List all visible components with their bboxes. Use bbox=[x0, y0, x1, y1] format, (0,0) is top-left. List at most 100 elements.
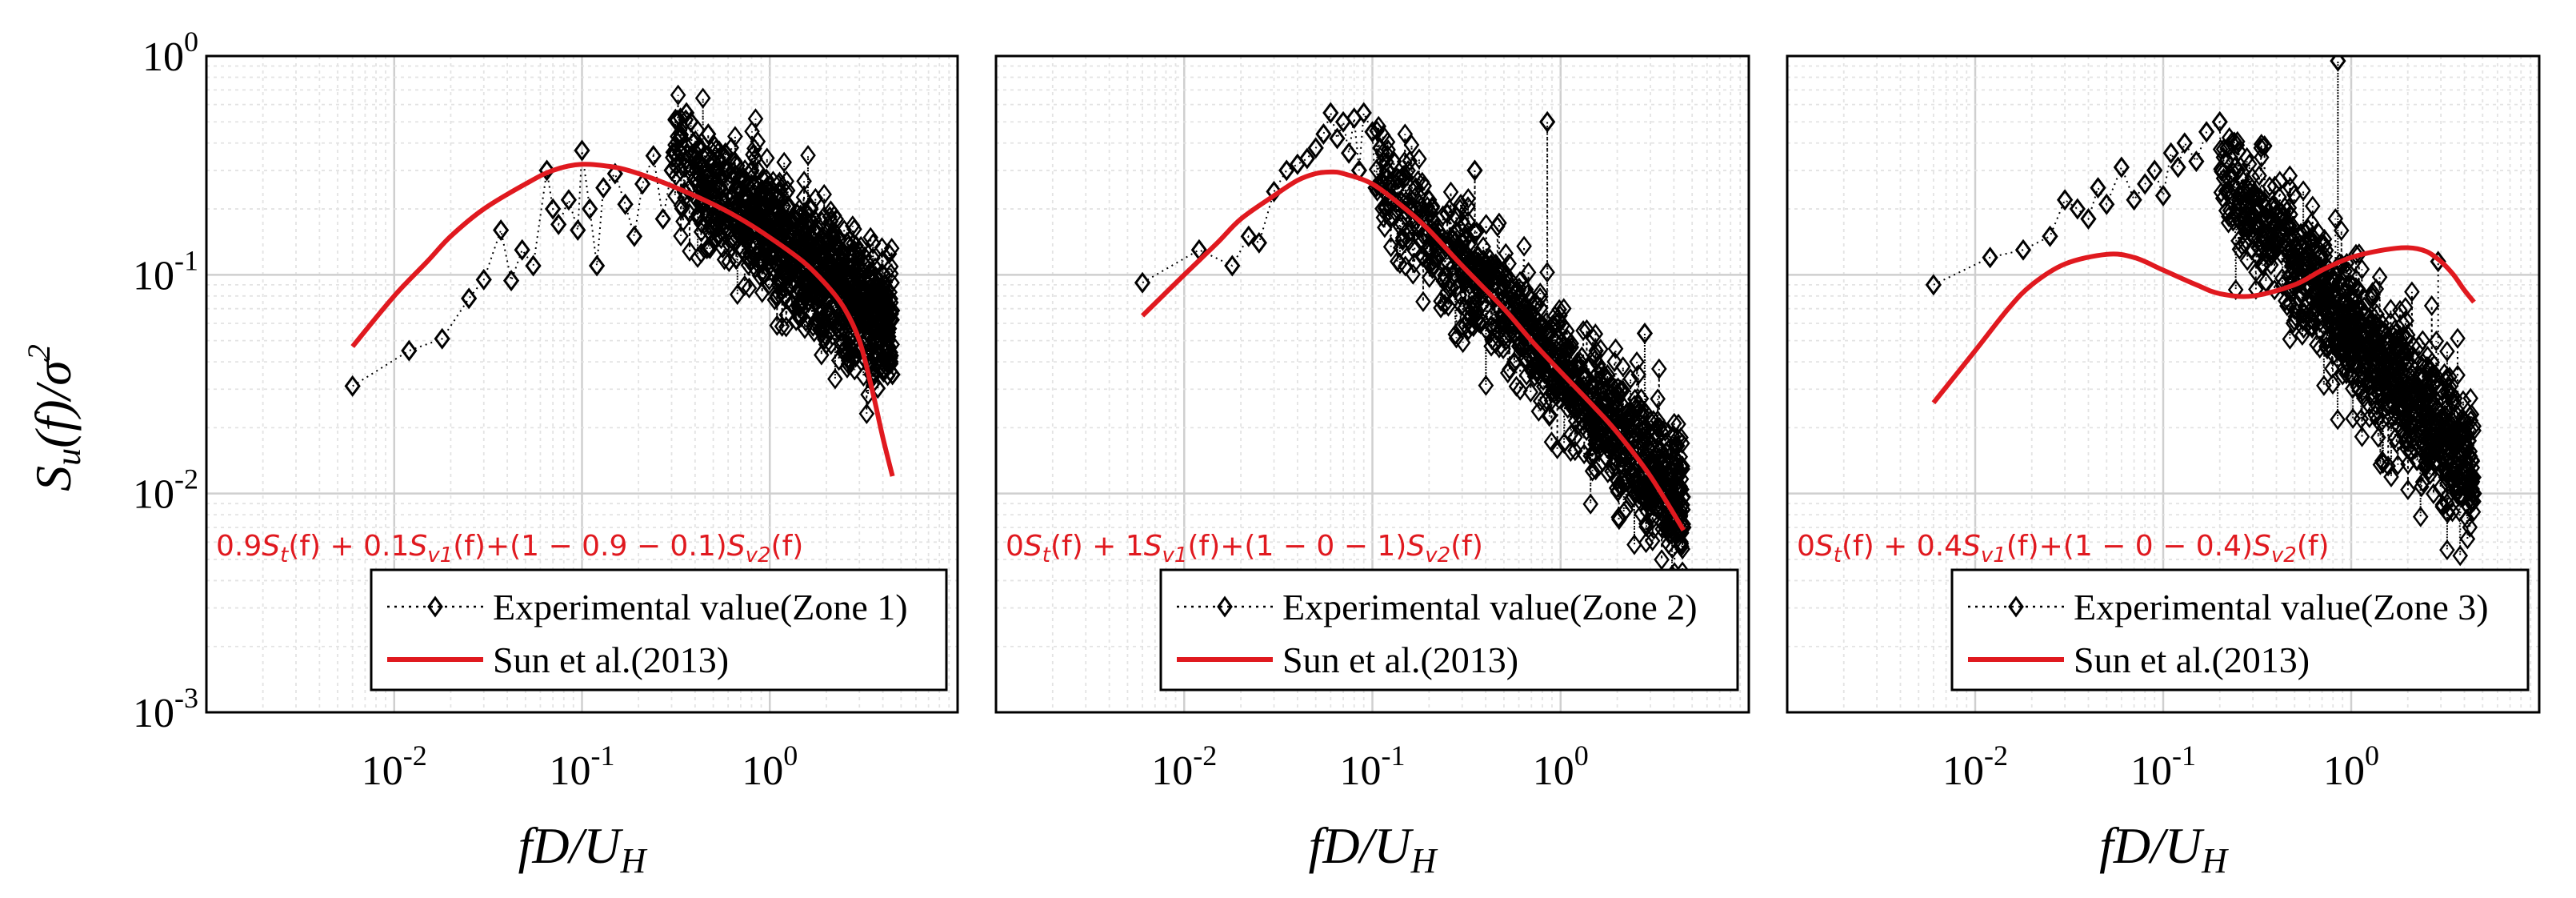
experimental-point bbox=[1478, 255, 1494, 277]
experimental-point bbox=[1925, 274, 1942, 296]
panel-3-frame bbox=[1786, 54, 2541, 714]
experimental-point bbox=[1532, 297, 1549, 319]
formula-2-sub3: v2 bbox=[1425, 543, 1450, 567]
experimental-point bbox=[588, 255, 606, 277]
model-curve-sun-2013 bbox=[1931, 245, 2476, 405]
experimental-point bbox=[747, 108, 764, 130]
experimental-point bbox=[1654, 549, 1670, 571]
formula-3-s2: S bbox=[1962, 530, 1981, 563]
formula-3-s1: S bbox=[1815, 530, 1834, 563]
formula-2-sub2: v1 bbox=[1162, 543, 1188, 567]
panel-2-legend-box bbox=[1159, 568, 1739, 692]
experimental-point bbox=[1552, 305, 1568, 327]
experimental-point bbox=[1466, 159, 1483, 182]
experimental-point bbox=[2282, 165, 2298, 186]
panel-2-x-title-sub: H bbox=[1410, 841, 1438, 880]
experimental-point bbox=[582, 198, 598, 220]
x-tick-label: 10-1 bbox=[1340, 740, 1406, 794]
experimental-point bbox=[2440, 484, 2457, 507]
experimental-point bbox=[461, 287, 478, 310]
experimental-point bbox=[1600, 427, 1617, 449]
experimental-point bbox=[1630, 363, 1646, 386]
experimental-point bbox=[827, 368, 843, 390]
panel-1-x-axis-title: fD/UH bbox=[518, 817, 648, 880]
experimental-point bbox=[1530, 400, 1547, 423]
experimental-point bbox=[822, 210, 839, 232]
experimental-point bbox=[2198, 121, 2215, 143]
experimental-point bbox=[1575, 320, 1591, 342]
experimental-point bbox=[2414, 330, 2431, 351]
experimental-point bbox=[2306, 228, 2322, 250]
formula-1-sub2: v1 bbox=[427, 543, 453, 567]
experimental-point bbox=[1982, 247, 1998, 269]
experimental-point bbox=[2462, 516, 2478, 538]
experimental-point bbox=[706, 178, 722, 200]
formula-3-part-6: (f)+(1 − 0 − 0.4) bbox=[2006, 530, 2253, 563]
experimental-point bbox=[2248, 279, 2264, 300]
experimental-point bbox=[2450, 364, 2466, 386]
experimental-point bbox=[758, 147, 775, 169]
experimental-point bbox=[697, 199, 713, 221]
experimental-point bbox=[737, 275, 753, 297]
experimental-point bbox=[617, 193, 634, 215]
experimental-point bbox=[1134, 271, 1151, 294]
experimental-point bbox=[1440, 295, 1457, 317]
formula-3-sub3: v2 bbox=[2271, 543, 2297, 567]
x-tick-label: 10-2 bbox=[1942, 740, 2008, 794]
experimental-point bbox=[716, 249, 733, 271]
experimental-point bbox=[2364, 385, 2381, 407]
experimental-point bbox=[1614, 356, 1631, 378]
experimental-point bbox=[2282, 215, 2298, 237]
experimental-point bbox=[1599, 462, 1616, 483]
experimental-point bbox=[1522, 381, 1539, 403]
experimental-point bbox=[741, 277, 758, 299]
experimental-point bbox=[2234, 235, 2250, 256]
experimental-point bbox=[1355, 102, 1372, 124]
experimental-point bbox=[2404, 281, 2420, 303]
experimental-point bbox=[1673, 468, 1690, 490]
experimental-point bbox=[714, 237, 731, 259]
experimental-point bbox=[726, 150, 743, 173]
experimental-point bbox=[1532, 390, 1549, 412]
experimental-point bbox=[1539, 262, 1555, 283]
y-axis-title-s: S bbox=[25, 466, 82, 491]
experimental-point bbox=[2445, 458, 2462, 480]
experimental-point bbox=[1642, 410, 1658, 431]
experimental-point bbox=[2248, 262, 2264, 283]
y-axis-title-rest: (f)/σ bbox=[25, 359, 82, 448]
experimental-point bbox=[1675, 486, 1691, 507]
experimental-point bbox=[2369, 409, 2385, 431]
experimental-point bbox=[1460, 210, 1477, 232]
experimental-point bbox=[1666, 503, 1682, 526]
panel-2-x-title-main: fD/U bbox=[1309, 817, 1414, 874]
experimental-point bbox=[1587, 459, 1604, 481]
experimental-point bbox=[1460, 196, 1476, 218]
experimental-point bbox=[2258, 271, 2274, 293]
panel-zone-2: 0St(f) + 1Sv1(f)+(1 − 0 − 1)Sv2(f) Exper… bbox=[994, 54, 1750, 880]
experimental-point bbox=[778, 316, 794, 338]
experimental-point bbox=[2444, 501, 2461, 523]
experimental-point bbox=[2360, 370, 2377, 391]
formula-1-sub3: v2 bbox=[746, 543, 771, 567]
experimental-point bbox=[1407, 177, 1424, 199]
experimental-point bbox=[574, 139, 590, 162]
experimental-point bbox=[1478, 214, 1494, 235]
experimental-point bbox=[861, 312, 878, 335]
experimental-point bbox=[1429, 247, 1445, 269]
experimental-point bbox=[670, 84, 686, 106]
experimental-point bbox=[1340, 142, 1358, 164]
experimental-point bbox=[2400, 479, 2416, 500]
experimental-point bbox=[1674, 432, 1690, 455]
formula-1-part-9: (f) bbox=[771, 530, 804, 563]
experimental-point bbox=[807, 239, 824, 261]
experimental-point bbox=[1634, 406, 1650, 427]
experimental-point bbox=[1551, 299, 1567, 320]
experimental-point bbox=[570, 219, 586, 242]
experimental-point bbox=[840, 347, 857, 369]
experimental-point bbox=[800, 145, 816, 166]
experimental-point bbox=[1574, 346, 1590, 367]
experimental-point bbox=[2432, 438, 2450, 460]
panel-1-formula: 0.9St(f) + 0.1Sv1(f)+(1 − 0.9 − 0.1)Sv2(… bbox=[216, 530, 803, 567]
experimental-point bbox=[694, 87, 711, 109]
experimental-point bbox=[1518, 279, 1534, 300]
